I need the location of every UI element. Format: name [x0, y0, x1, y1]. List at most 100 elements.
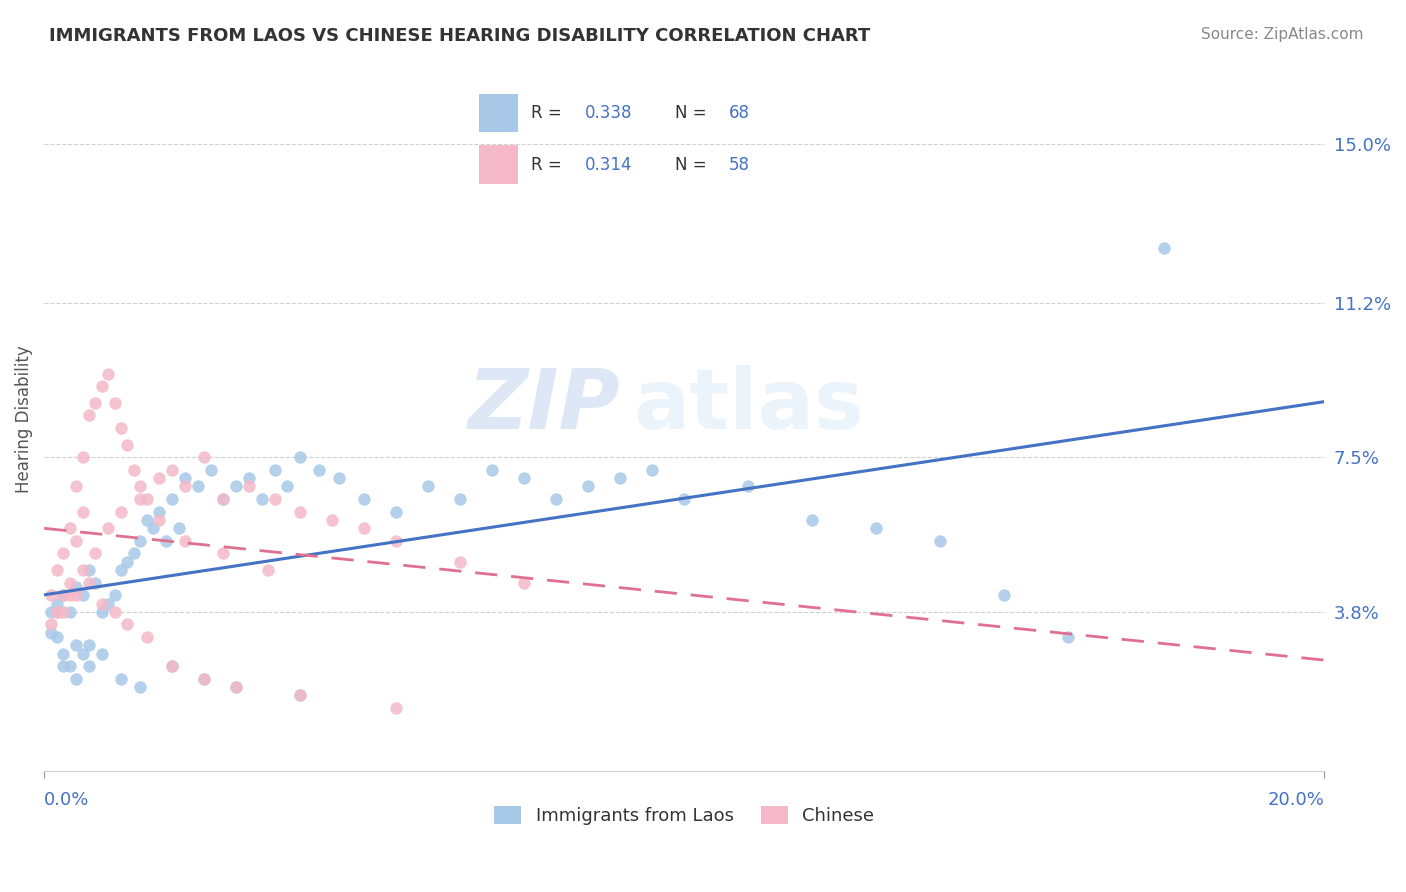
Point: [353, 491, 375, 506]
Point: [59, 605, 82, 619]
Point: [52, 588, 75, 602]
Point: [59, 659, 82, 673]
Point: [84, 546, 107, 560]
Point: [160, 463, 183, 477]
Point: [65, 588, 87, 602]
Point: [212, 491, 235, 506]
Point: [187, 479, 209, 493]
Point: [167, 521, 190, 535]
Point: [117, 555, 139, 569]
Point: [929, 533, 952, 548]
Point: [39, 617, 62, 632]
Point: [72, 647, 94, 661]
Point: [160, 659, 183, 673]
Point: [385, 701, 408, 715]
Point: [90, 597, 112, 611]
Point: [65, 533, 87, 548]
Point: [52, 647, 75, 661]
Point: [77, 575, 100, 590]
Point: [52, 659, 75, 673]
Point: [576, 479, 599, 493]
Point: [45, 597, 67, 611]
Point: [308, 463, 330, 477]
Point: [160, 491, 183, 506]
Point: [481, 463, 503, 477]
Point: [45, 563, 67, 577]
Point: [84, 396, 107, 410]
Point: [65, 638, 87, 652]
Point: [513, 575, 536, 590]
Point: [193, 672, 215, 686]
Point: [59, 521, 82, 535]
Point: [148, 471, 170, 485]
Point: [449, 491, 471, 506]
Point: [97, 367, 120, 381]
Point: [865, 521, 887, 535]
Point: [72, 504, 94, 518]
Point: [513, 471, 536, 485]
Y-axis label: Hearing Disability: Hearing Disability: [15, 346, 32, 493]
Point: [59, 575, 82, 590]
Point: [212, 491, 235, 506]
Point: [77, 638, 100, 652]
Point: [416, 479, 439, 493]
Point: [39, 625, 62, 640]
Point: [142, 521, 165, 535]
Point: [90, 605, 112, 619]
Point: [276, 479, 298, 493]
Point: [641, 463, 664, 477]
Point: [72, 588, 94, 602]
Point: [45, 630, 67, 644]
Point: [77, 409, 100, 423]
Point: [65, 672, 87, 686]
Point: [59, 588, 82, 602]
Point: [129, 479, 152, 493]
Point: [122, 546, 145, 560]
Point: [39, 605, 62, 619]
Point: [288, 689, 311, 703]
Point: [103, 396, 125, 410]
Point: [110, 504, 132, 518]
Point: [117, 617, 139, 632]
Point: [148, 513, 170, 527]
Point: [673, 491, 696, 506]
Point: [84, 575, 107, 590]
Point: [103, 605, 125, 619]
Point: [52, 605, 75, 619]
Point: [288, 504, 311, 518]
Point: [122, 463, 145, 477]
Point: [200, 463, 222, 477]
Point: [238, 479, 260, 493]
Text: 0.0%: 0.0%: [44, 791, 90, 809]
Point: [135, 491, 157, 506]
Point: [160, 659, 183, 673]
Point: [135, 630, 157, 644]
Point: [129, 680, 152, 694]
Point: [238, 471, 260, 485]
Point: [328, 471, 350, 485]
Text: ZIP: ZIP: [468, 365, 620, 446]
Point: [103, 588, 125, 602]
Point: [117, 438, 139, 452]
Point: [148, 504, 170, 518]
Point: [90, 379, 112, 393]
Point: [449, 555, 471, 569]
Point: [1057, 630, 1080, 644]
Point: [257, 563, 280, 577]
Point: [77, 659, 100, 673]
Legend: Immigrants from Laos, Chinese: Immigrants from Laos, Chinese: [494, 805, 875, 825]
Point: [1153, 241, 1175, 255]
Point: [110, 672, 132, 686]
Point: [385, 533, 408, 548]
Point: [65, 479, 87, 493]
Point: [288, 689, 311, 703]
Text: Source: ZipAtlas.com: Source: ZipAtlas.com: [1201, 27, 1364, 42]
Point: [263, 463, 285, 477]
Point: [193, 450, 215, 465]
Point: [135, 513, 157, 527]
Point: [174, 533, 197, 548]
Point: [212, 546, 235, 560]
Point: [45, 605, 67, 619]
Point: [193, 672, 215, 686]
Point: [993, 588, 1015, 602]
